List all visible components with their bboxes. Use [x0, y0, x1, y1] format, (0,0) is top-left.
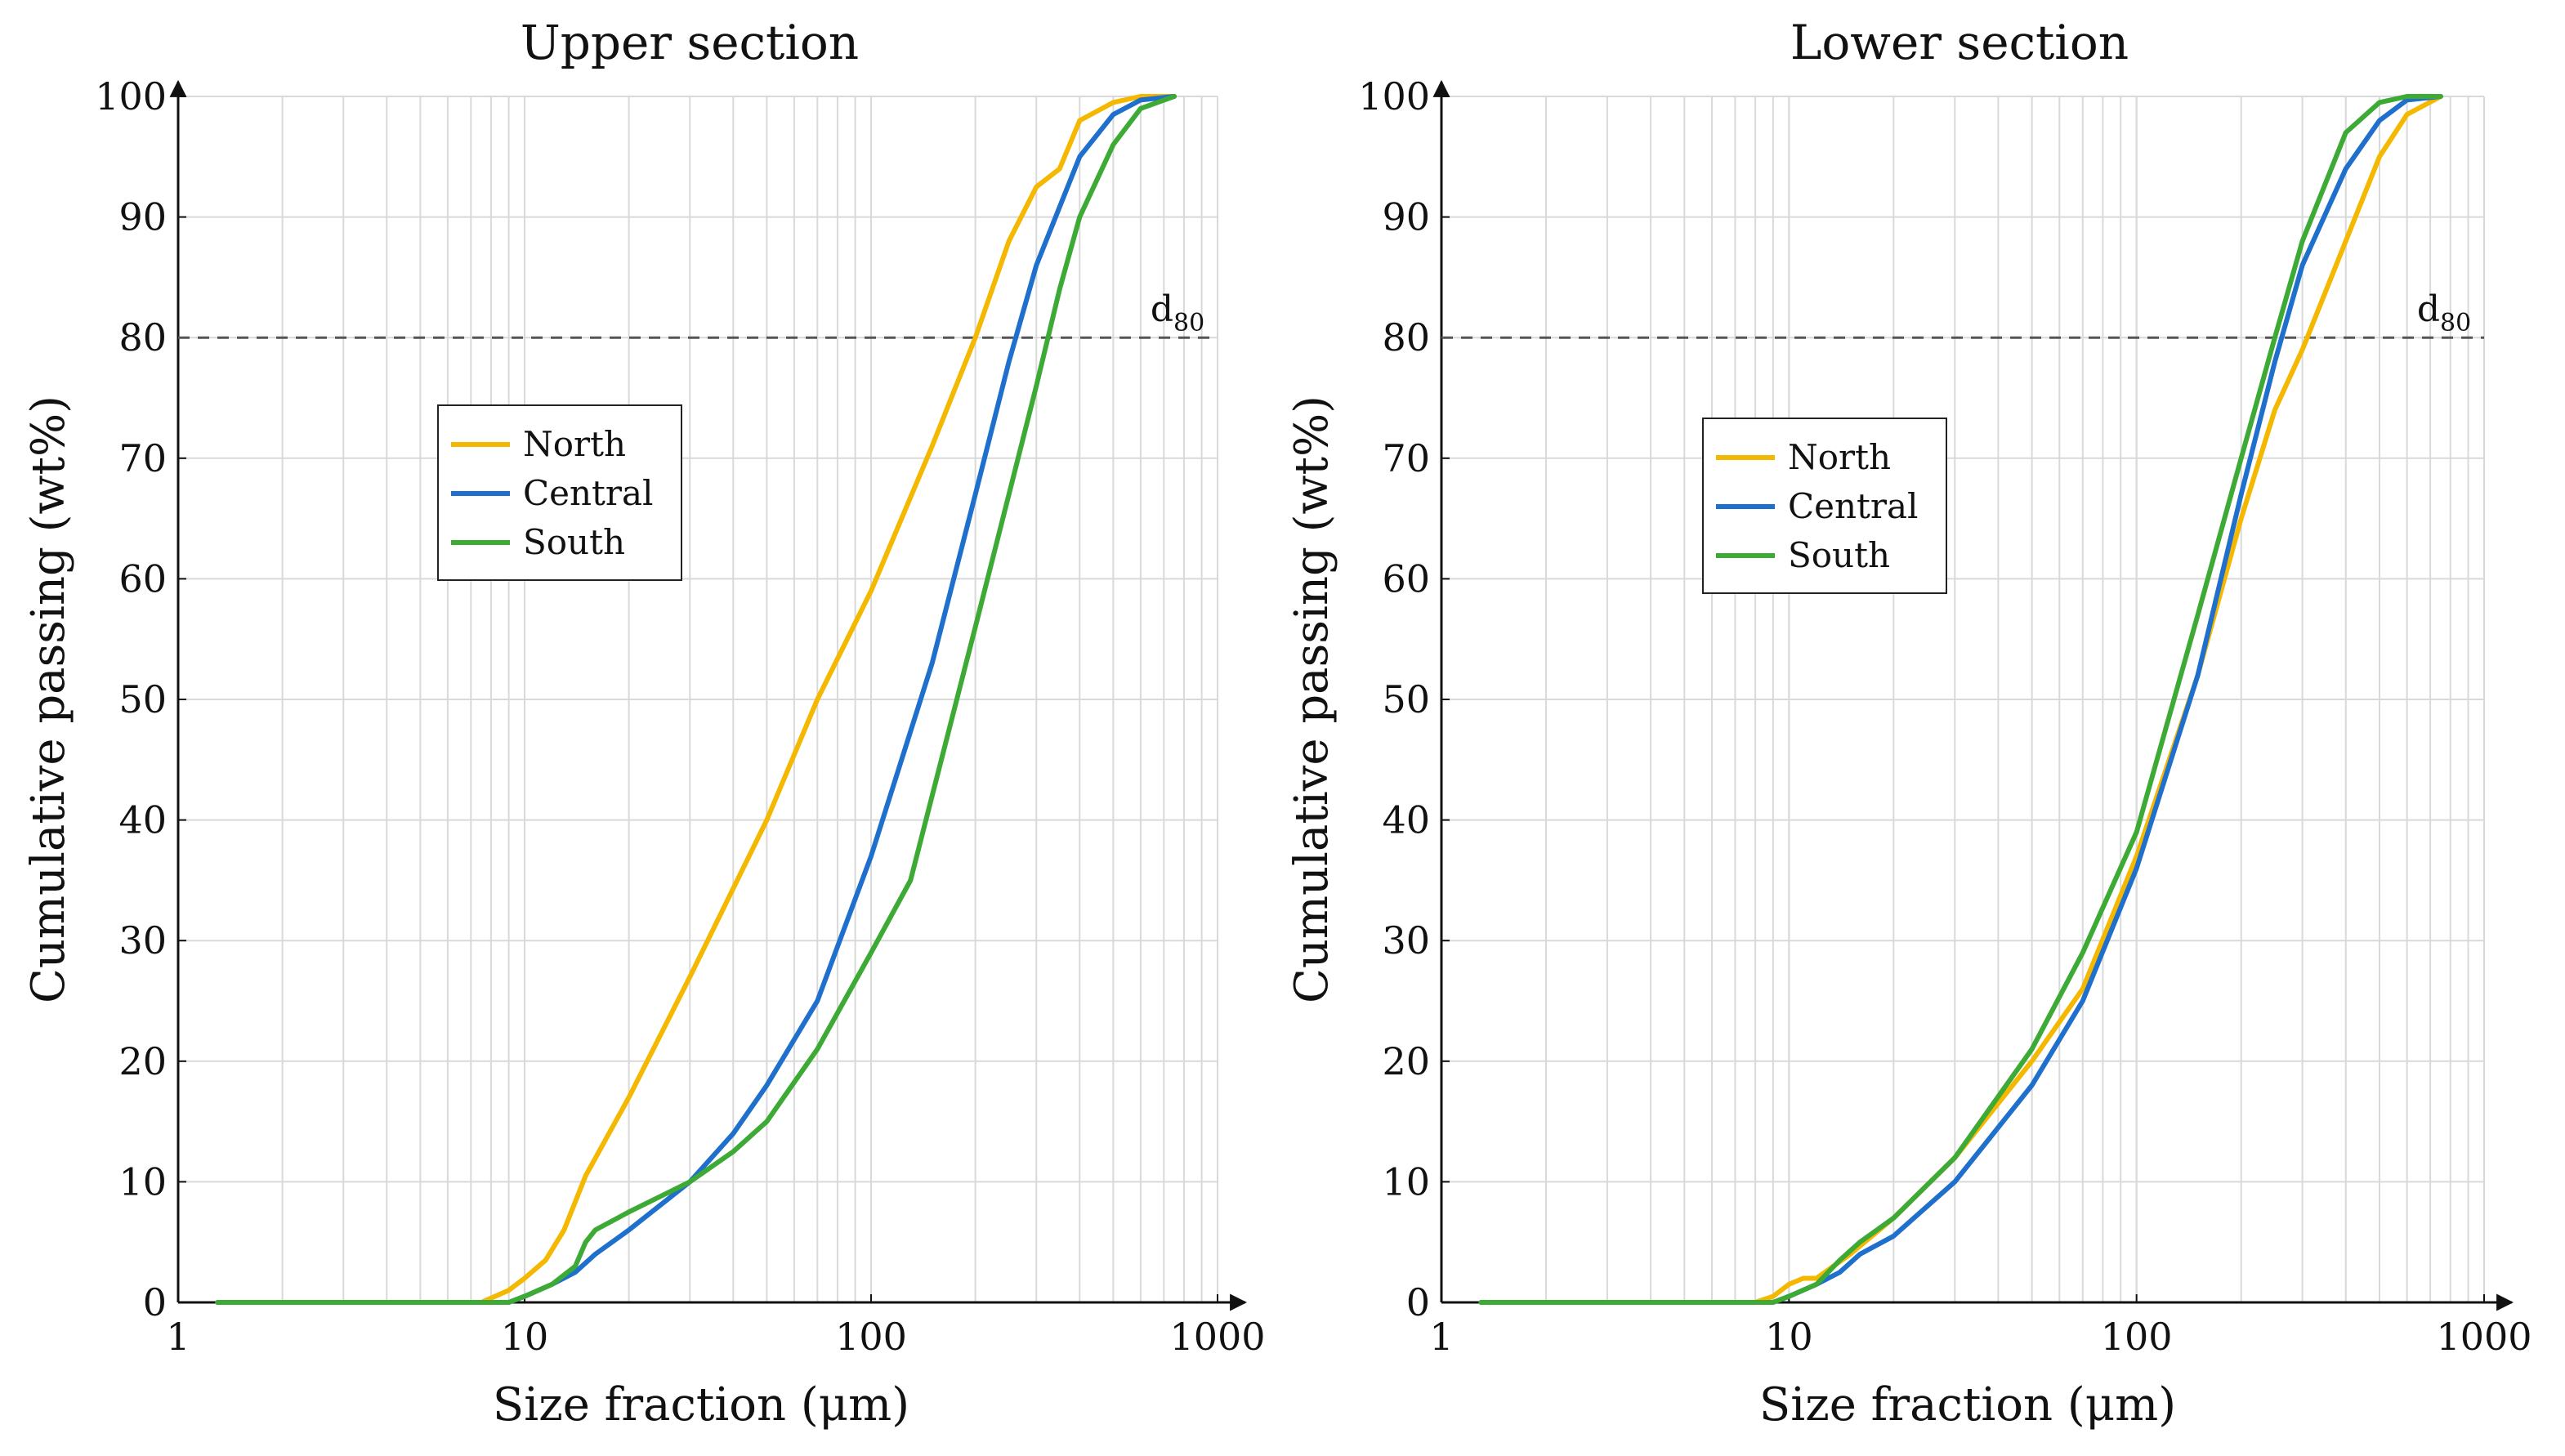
chart-title: Upper section	[521, 15, 859, 70]
y-tick-label: 10	[1382, 1159, 1430, 1204]
legend: North Central South	[437, 404, 682, 581]
series-line-south	[215, 94, 1177, 1305]
y-tick-label: 60	[1382, 556, 1430, 601]
y-tick-label: 80	[118, 315, 167, 360]
y-tick-label: 20	[1382, 1039, 1430, 1083]
y-tick-label: 20	[118, 1039, 167, 1083]
y-tick-label: 40	[118, 798, 167, 842]
y-tick-label: 90	[1382, 195, 1430, 239]
y-tick-label: 30	[1382, 918, 1430, 962]
x-tick-label: 1000	[2436, 1315, 2531, 1359]
x-tick-label: 100	[835, 1315, 907, 1359]
y-tick-label: 100	[1358, 74, 1430, 118]
legend: North Central South	[1702, 418, 1947, 594]
x-axis-label: Size fraction (μm)	[493, 1378, 909, 1431]
x-tick-label: 10	[501, 1315, 549, 1359]
series-line-north	[1478, 94, 2443, 1305]
series-line-north	[215, 94, 1177, 1305]
y-tick-label: 50	[118, 677, 167, 721]
x-axis-label: Size fraction (μm)	[1759, 1378, 2176, 1431]
y-tick-label: 0	[143, 1280, 167, 1324]
y-tick-label: 40	[1382, 798, 1430, 842]
d80-label: d80	[1151, 288, 1204, 337]
x-tick-label: 1	[166, 1315, 190, 1359]
legend-label-central: Central	[523, 473, 653, 513]
y-tick-label: 60	[118, 556, 167, 601]
d80-label: d80	[2417, 288, 2471, 337]
y-tick-label: 0	[1406, 1280, 1430, 1324]
x-tick-label: 100	[2101, 1315, 2173, 1359]
y-tick-label: 90	[118, 195, 167, 239]
y-tick-label: 30	[118, 918, 167, 962]
legend-label-south: South	[523, 522, 625, 562]
legend-label-north: North	[523, 424, 626, 464]
y-axis-label: Cumulative passing (wt%)	[1285, 395, 1338, 1003]
y-axis-label: Cumulative passing (wt%)	[22, 395, 75, 1003]
y-tick-label: 100	[95, 74, 167, 118]
y-tick-label: 70	[1382, 436, 1430, 480]
legend-label-central: Central	[1788, 486, 1918, 526]
y-tick-label: 50	[1382, 677, 1430, 721]
y-tick-label: 70	[118, 436, 167, 480]
y-tick-label: 80	[1382, 315, 1430, 360]
x-tick-label: 1000	[1169, 1315, 1265, 1359]
legend-label-north: North	[1788, 437, 1891, 477]
y-tick-label: 10	[118, 1159, 167, 1204]
x-tick-label: 10	[1765, 1315, 1813, 1359]
legend-label-south: South	[1788, 535, 1890, 575]
x-tick-label: 1	[1429, 1315, 1453, 1359]
series-line-south	[1478, 94, 2443, 1305]
chart-title: Lower section	[1790, 15, 2129, 70]
